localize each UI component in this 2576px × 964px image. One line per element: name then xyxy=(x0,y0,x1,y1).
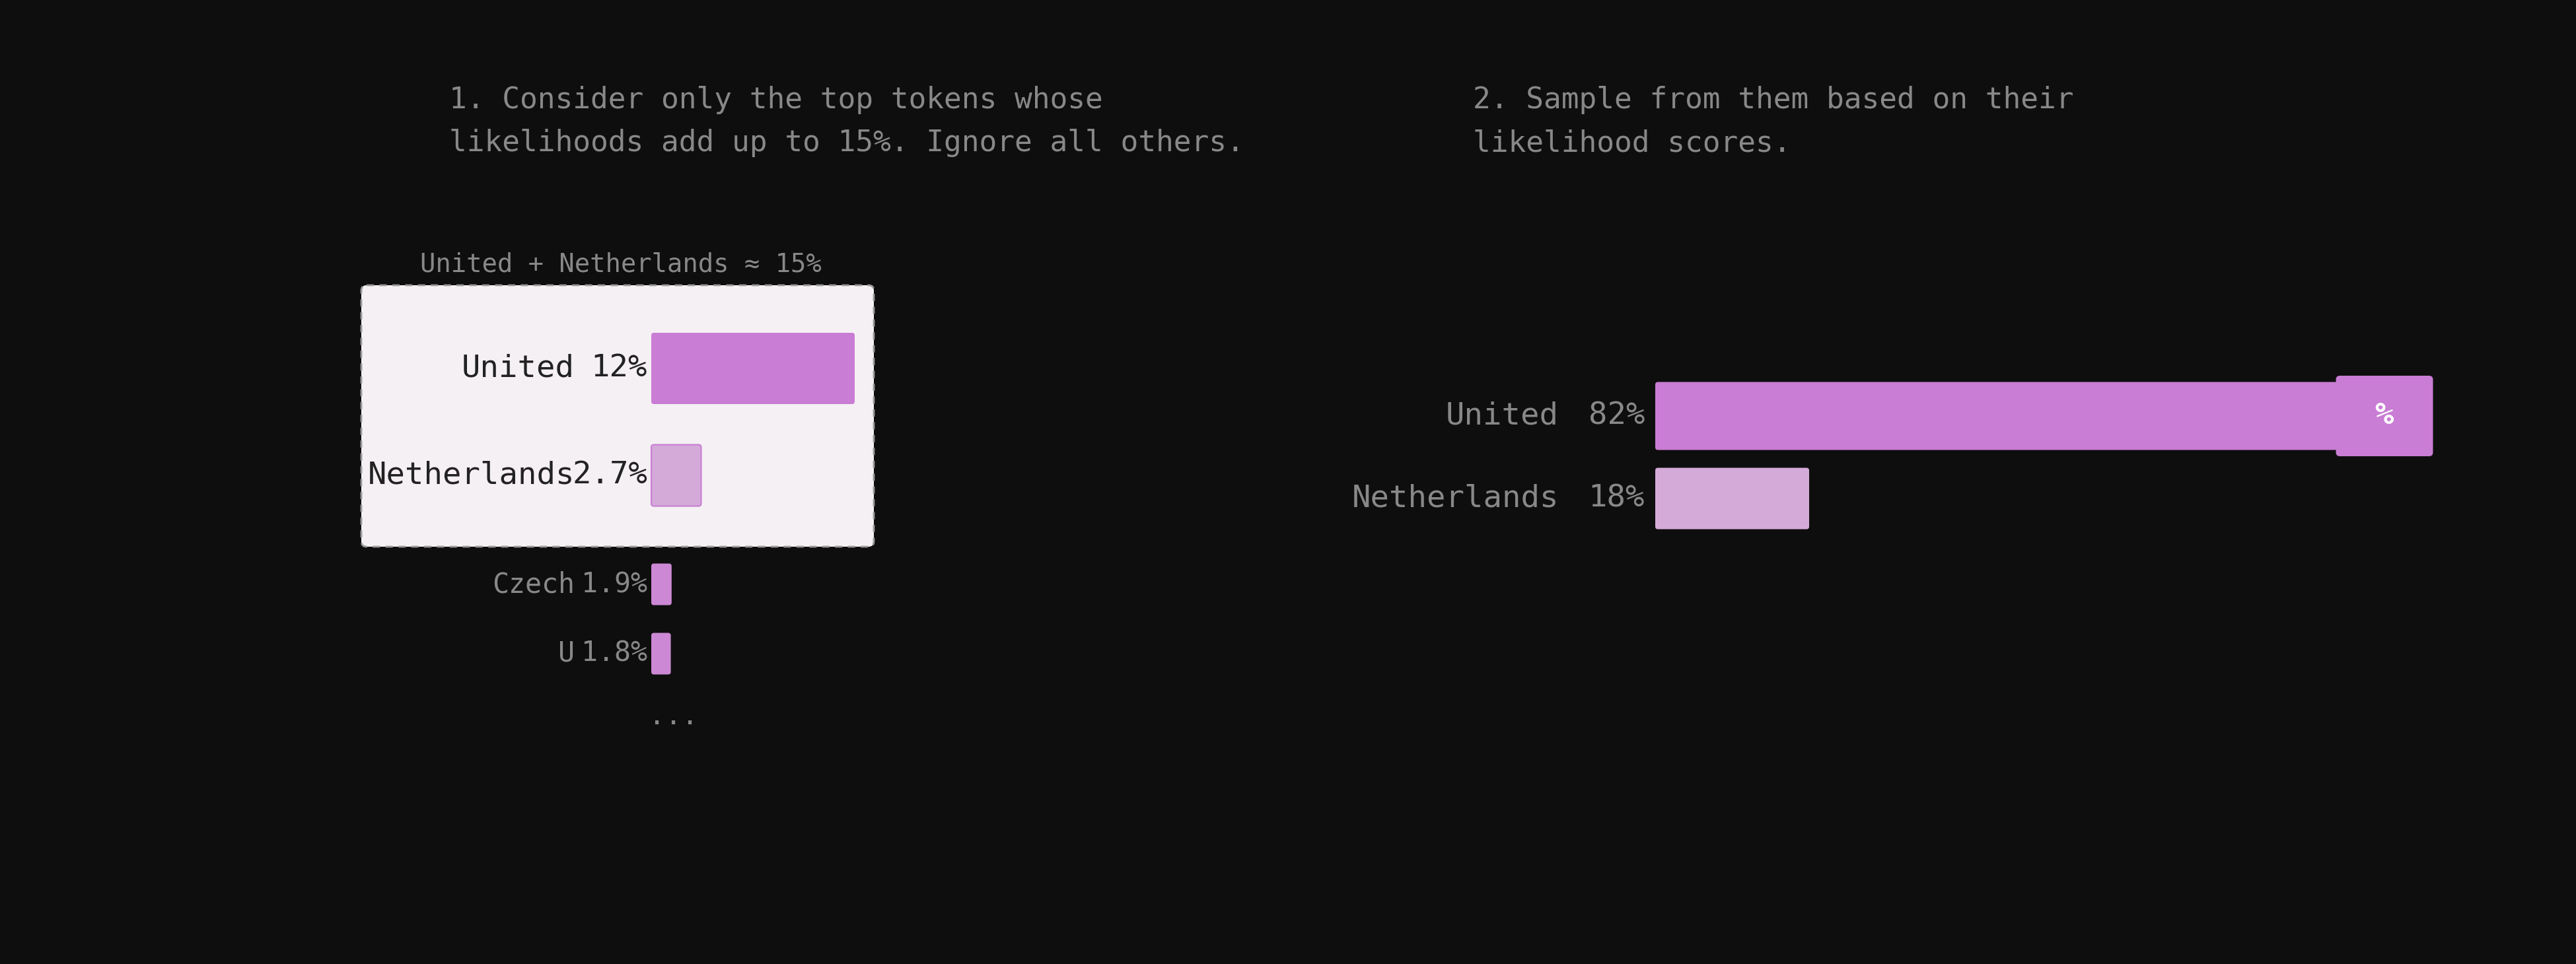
FancyBboxPatch shape xyxy=(652,333,855,404)
Text: U: U xyxy=(559,640,574,667)
Text: United: United xyxy=(1445,401,1558,431)
Text: ...: ... xyxy=(649,703,698,731)
FancyBboxPatch shape xyxy=(2336,376,2432,456)
Text: 1. Consider only the top tokens whose: 1. Consider only the top tokens whose xyxy=(448,86,1103,114)
Text: Czech: Czech xyxy=(492,571,574,599)
Text: 1.9%: 1.9% xyxy=(582,571,647,599)
FancyBboxPatch shape xyxy=(361,285,873,547)
Text: likelihood scores.: likelihood scores. xyxy=(1473,129,1790,157)
Text: Netherlands: Netherlands xyxy=(368,461,574,491)
Text: 2. Sample from them based on their: 2. Sample from them based on their xyxy=(1473,86,2074,114)
Text: 18%: 18% xyxy=(1589,484,1643,514)
Text: 12%: 12% xyxy=(590,354,647,384)
Text: 82%: 82% xyxy=(1589,401,1643,431)
Text: Netherlands: Netherlands xyxy=(1352,484,1558,514)
Text: likelihoods add up to 15%. Ignore all others.: likelihoods add up to 15%. Ignore all ot… xyxy=(448,129,1244,157)
FancyBboxPatch shape xyxy=(1656,382,2336,450)
Text: %: % xyxy=(2375,401,2393,431)
FancyBboxPatch shape xyxy=(652,444,701,506)
FancyBboxPatch shape xyxy=(652,564,672,605)
Text: 2.7%: 2.7% xyxy=(572,461,647,491)
Text: United + Netherlands ≈ 15%: United + Netherlands ≈ 15% xyxy=(420,253,822,278)
FancyBboxPatch shape xyxy=(652,633,670,675)
Text: 1.8%: 1.8% xyxy=(582,640,647,667)
FancyBboxPatch shape xyxy=(1656,468,1808,529)
Text: United: United xyxy=(461,354,574,384)
